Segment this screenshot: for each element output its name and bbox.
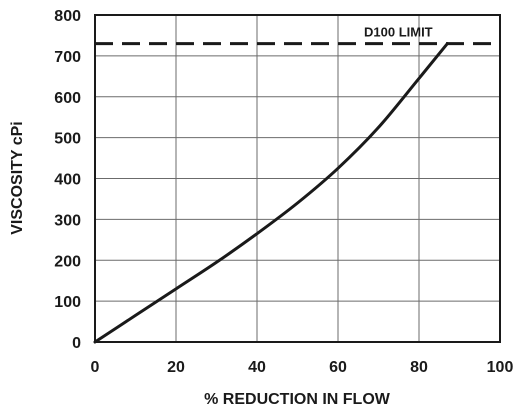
x-tick-label: 0 bbox=[91, 359, 100, 376]
series-layer bbox=[93, 42, 449, 344]
y-tick-label: 600 bbox=[54, 90, 81, 107]
series-line bbox=[93, 42, 449, 344]
y-tick-label: 200 bbox=[54, 253, 81, 270]
y-tick-label: 300 bbox=[54, 212, 81, 229]
x-tick-label: 60 bbox=[329, 359, 347, 376]
y-tick-label: 400 bbox=[54, 172, 81, 189]
y-tick-label: 0 bbox=[72, 335, 81, 352]
reference-line-label: D100 LIMIT bbox=[364, 25, 433, 40]
y-axis-ticks: 0 100 200 300 400 500 600 700 800 bbox=[54, 8, 81, 352]
reference-lines: D100 LIMIT bbox=[95, 25, 500, 46]
x-tick-label: 80 bbox=[410, 359, 428, 376]
x-tick-label: 100 bbox=[487, 359, 514, 376]
y-tick-label: 800 bbox=[54, 8, 81, 25]
y-tick-label: 500 bbox=[54, 131, 81, 148]
x-tick-label: 20 bbox=[167, 359, 185, 376]
y-tick-label: 100 bbox=[54, 294, 81, 311]
y-axis-title: VISCOSITY cPi bbox=[9, 121, 26, 235]
x-tick-label: 40 bbox=[248, 359, 266, 376]
x-axis-title: % REDUCTION IN FLOW bbox=[204, 391, 391, 408]
y-tick-label: 700 bbox=[54, 49, 81, 66]
plot-frame bbox=[94, 14, 501, 343]
grid-lines bbox=[95, 15, 500, 342]
x-axis-ticks: 0 20 40 60 80 100 bbox=[91, 359, 514, 376]
